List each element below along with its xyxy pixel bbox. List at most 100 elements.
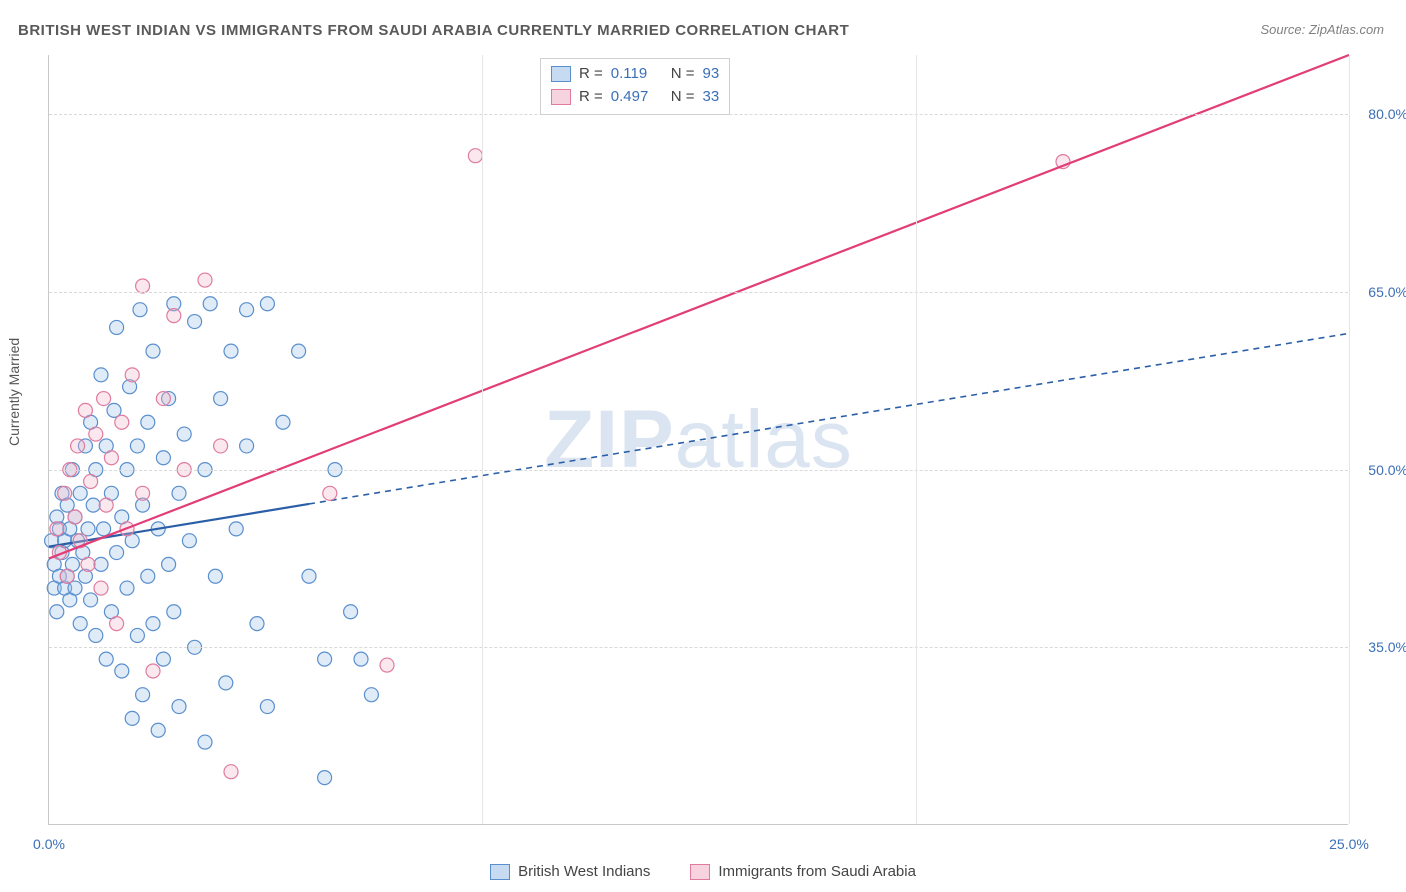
scatter-point [84,474,98,488]
scatter-point [99,498,113,512]
scatter-point [125,368,139,382]
legend-swatch [551,66,571,82]
legend-swatch [690,864,710,880]
scatter-point [73,486,87,500]
scatter-point [151,723,165,737]
scatter-point [133,303,147,317]
scatter-point [50,522,64,536]
x-tick-label: 0.0% [33,836,65,852]
legend-label: Immigrants from Saudi Arabia [718,863,916,880]
gridline-v [916,55,917,824]
gridline-h [49,292,1348,293]
x-tick-label: 25.0% [1329,836,1369,852]
scatter-point [130,439,144,453]
scatter-point [68,510,82,524]
scatter-point [97,522,111,536]
legend-item: British West Indians [490,863,650,880]
scatter-point [219,676,233,690]
scatter-point [214,439,228,453]
scatter-point [146,664,160,678]
scatter-point [110,617,124,631]
scatter-point [156,652,170,666]
scatter-point [182,534,196,548]
scatter-point [89,628,103,642]
scatter-point [240,439,254,453]
scatter-point [260,700,274,714]
scatter-point [240,303,254,317]
y-tick-label: 50.0% [1368,462,1406,478]
scatter-point [364,688,378,702]
scatter-point [318,771,332,785]
y-axis-label: Currently Married [6,338,22,446]
scatter-point [115,415,129,429]
scatter-point [136,279,150,293]
scatter-point [89,427,103,441]
scatter-point [229,522,243,536]
legend-bottom: British West Indians Immigrants from Saud… [0,863,1406,880]
scatter-point [380,658,394,672]
r-value: 0.119 [611,63,663,86]
scatter-point [172,700,186,714]
n-label: N = [671,63,695,86]
scatter-point [318,652,332,666]
scatter-point [167,605,181,619]
scatter-point [292,344,306,358]
scatter-point [354,652,368,666]
legend-swatch [490,864,510,880]
y-tick-label: 65.0% [1368,284,1406,300]
scatter-point [110,320,124,334]
source-attribution: Source: ZipAtlas.com [1260,22,1384,37]
scatter-point [81,557,95,571]
scatter-point [136,486,150,500]
r-label: R = [579,63,603,86]
scatter-point [156,451,170,465]
gridline-h [49,470,1348,471]
scatter-point [177,427,191,441]
scatter-point [136,688,150,702]
scatter-point [162,557,176,571]
scatter-point [203,297,217,311]
chart-title: BRITISH WEST INDIAN VS IMMIGRANTS FROM S… [18,22,849,39]
scatter-point [71,439,85,453]
scatter-point [115,664,129,678]
scatter-point [250,617,264,631]
legend-swatch [551,89,571,105]
scatter-point [224,344,238,358]
scatter-point [94,368,108,382]
legend-label: British West Indians [518,863,650,880]
y-tick-label: 35.0% [1368,639,1406,655]
r-label: R = [579,86,603,109]
scatter-point [198,273,212,287]
gridline-v [482,55,483,824]
scatter-point [146,617,160,631]
legend-stat-row: R =0.119N =93 [551,63,719,86]
scatter-point [78,403,92,417]
scatter-point [214,392,228,406]
scatter-point [167,309,181,323]
scatter-point [110,546,124,560]
legend-stats-box: R =0.119N =93R =0.497N =33 [540,58,730,115]
legend-item: Immigrants from Saudi Arabia [690,863,916,880]
scatter-point [146,344,160,358]
scatter-point [60,569,74,583]
scatter-point [260,297,274,311]
scatter-point [73,617,87,631]
scatter-point [58,486,72,500]
scatter-point [323,486,337,500]
n-label: N = [671,86,695,109]
scatter-point [130,628,144,642]
scatter-point [120,581,134,595]
scatter-point [86,498,100,512]
scatter-point [104,451,118,465]
plot-svg [49,55,1348,824]
scatter-point [276,415,290,429]
n-value: 33 [703,86,720,109]
scatter-point [198,735,212,749]
scatter-point [344,605,358,619]
scatter-point [141,569,155,583]
scatter-point [156,392,170,406]
gridline-h [49,647,1348,648]
scatter-point [188,315,202,329]
r-value: 0.497 [611,86,663,109]
scatter-point [50,605,64,619]
